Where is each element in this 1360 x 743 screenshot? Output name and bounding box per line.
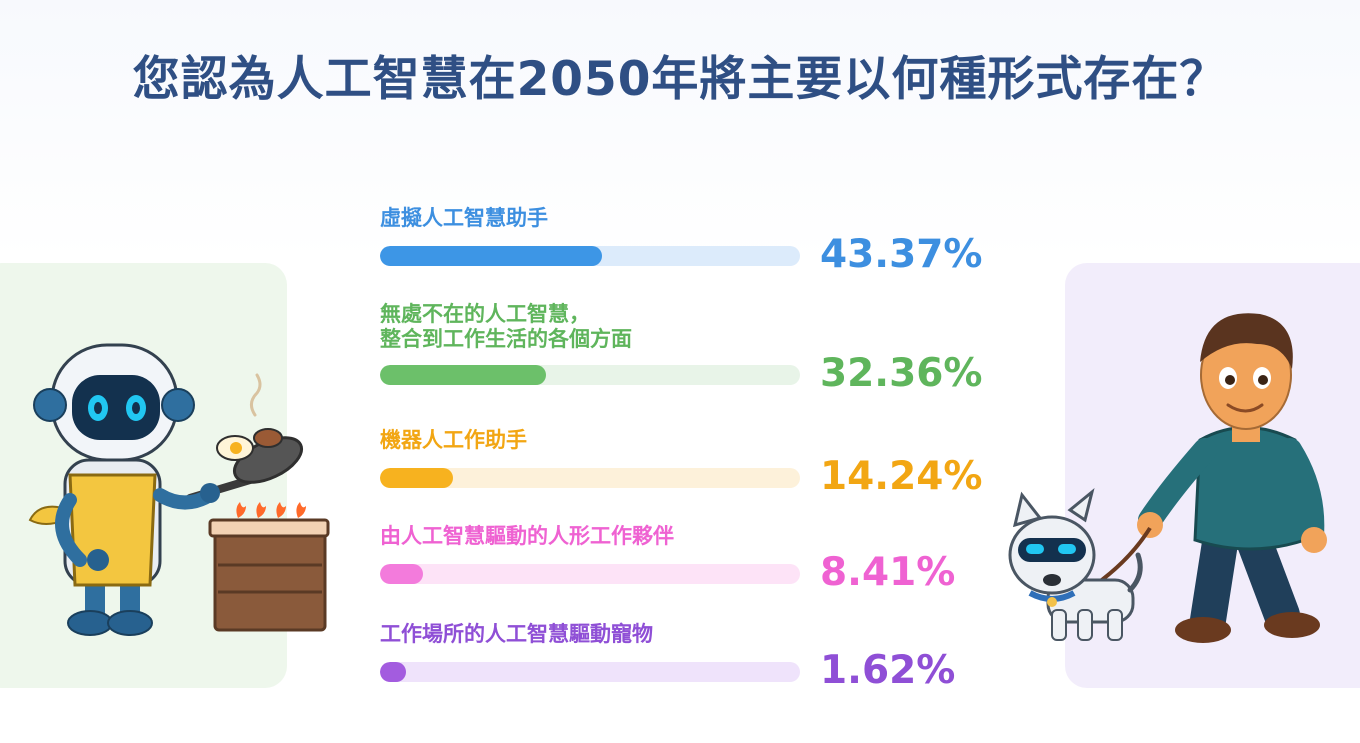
bar-value-label: 32.36% <box>820 351 983 396</box>
robot-cooking-icon <box>28 343 330 636</box>
bar-track <box>380 365 800 385</box>
stove-icon <box>208 502 330 632</box>
bar-fill <box>380 365 546 385</box>
man-icon <box>1137 313 1327 643</box>
bar-fill <box>380 564 424 584</box>
bar-track <box>380 468 800 488</box>
bar-fill <box>380 468 453 488</box>
bar-value-label: 8.41% <box>820 550 956 595</box>
bar-label: 工作場所的人工智慧驅動寵物 <box>380 622 653 646</box>
bar-track <box>380 564 800 584</box>
page-title: 您認為人工智慧在2050年將主要以何種形式存在？ <box>132 52 1228 107</box>
man-walking-robot-dog-icon <box>1008 313 1327 643</box>
bar-label: 由人工智慧驅動的人形工作夥伴 <box>380 524 674 548</box>
bar-label: 虛擬人工智慧助手 <box>380 206 548 230</box>
bar-label: 機器人工作助手 <box>380 428 527 452</box>
bar-value-label: 14.24% <box>820 454 983 499</box>
frying-pan-icon <box>186 373 304 502</box>
bar-label: 無處不在的人工智慧， 整合到工作生活的各個方面 <box>380 302 632 351</box>
bar-fill <box>380 662 406 682</box>
bar-value-label: 1.62% <box>820 648 956 693</box>
bar-track <box>380 662 800 682</box>
bar-fill <box>380 246 603 266</box>
robot-icon <box>28 343 220 636</box>
robot-dog-icon <box>1008 487 1143 641</box>
bar-value-label: 43.37% <box>820 232 983 277</box>
bar-track <box>380 246 800 266</box>
